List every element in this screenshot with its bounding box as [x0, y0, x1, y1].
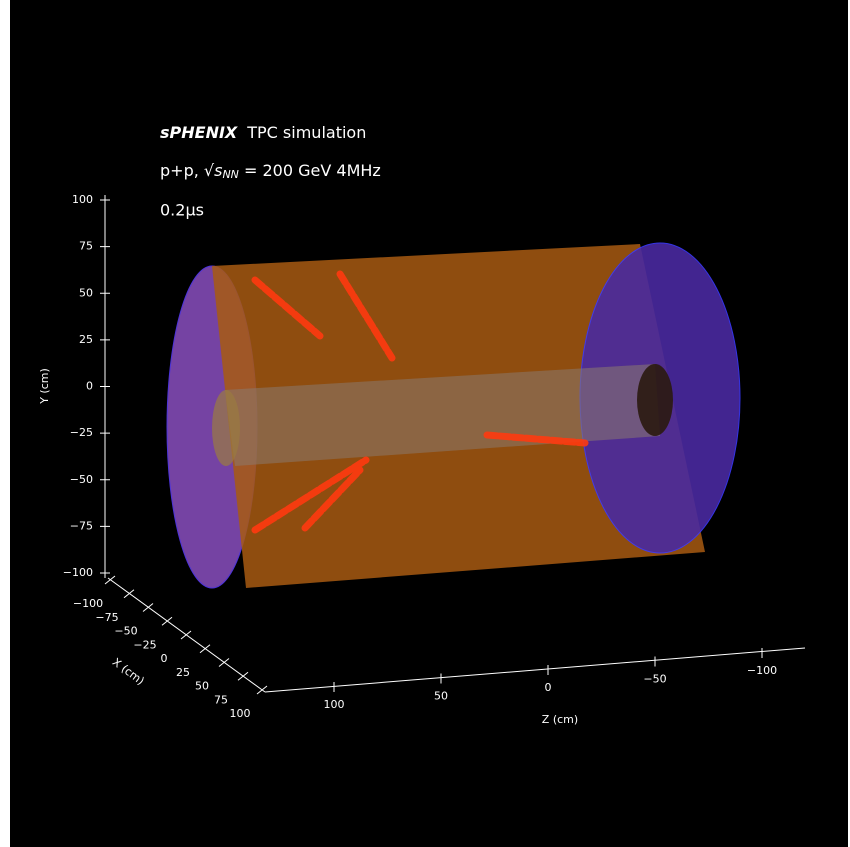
y-tick-label: −50	[70, 473, 93, 486]
y-tick-label: −100	[63, 566, 93, 579]
x-tick-label: −50	[114, 625, 137, 638]
z-tick-label: −50	[643, 673, 666, 686]
y-tick-label: 0	[86, 380, 93, 393]
x-tick-label: 50	[195, 680, 209, 693]
z-tick-label: 100	[324, 698, 345, 711]
z-tick-label: 50	[434, 690, 448, 703]
inner-cap	[637, 364, 673, 436]
annotation-part: NN	[222, 168, 238, 181]
title-text: sPHENIX	[160, 123, 238, 142]
subtitle: TPC simulation	[246, 123, 366, 142]
x-tick-label: 75	[214, 693, 228, 706]
x-tick-label: −25	[133, 638, 156, 651]
page: {"chart_data": {"type": "3d", "title": "…	[0, 0, 850, 847]
y-tick-label: −25	[70, 426, 93, 439]
z-axis-label: Z (cm)	[542, 713, 578, 726]
x-tick-label: −100	[73, 597, 103, 610]
y-tick-label: 25	[79, 333, 93, 346]
z-tick-label: −100	[747, 664, 777, 677]
x-tick-label: 25	[176, 666, 190, 679]
y-axis-label: Y (cm)	[38, 368, 51, 405]
annotation: p+p, √sNN = 200 GeV 4MHz	[160, 161, 381, 182]
annotation: 0.2μs	[160, 201, 204, 220]
y-tick-label: −75	[70, 519, 93, 532]
y-tick-label: 50	[79, 286, 93, 299]
y-tick-label: 75	[79, 240, 93, 253]
annotation-part: = 200 GeV 4MHz	[239, 161, 381, 180]
x-tick-label: 100	[230, 707, 251, 720]
x-tick-label: 0	[161, 652, 168, 665]
annotation-part: p+p, √	[160, 161, 215, 180]
annotation-part: s	[214, 161, 222, 180]
inner-cap	[212, 390, 240, 466]
y-tick-label: 100	[72, 193, 93, 206]
tpc-cylinder	[167, 243, 740, 588]
title: sPHENIX TPC simulation	[160, 123, 366, 142]
z-tick-label: 0	[545, 681, 552, 694]
x-tick-label: −75	[95, 611, 118, 624]
chart: sPHENIX TPC simulation p+p, √sNN = 200 Ge…	[0, 0, 850, 847]
